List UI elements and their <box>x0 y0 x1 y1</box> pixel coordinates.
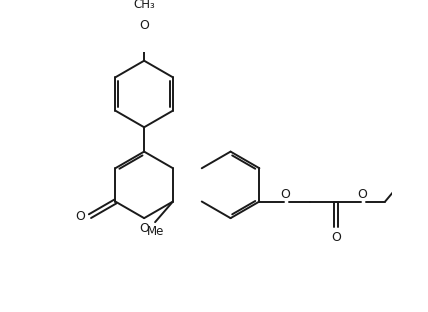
Text: O: O <box>139 222 149 235</box>
Text: O: O <box>75 211 86 223</box>
Text: CH₃: CH₃ <box>133 0 155 11</box>
Text: O: O <box>139 19 149 32</box>
Text: O: O <box>357 188 367 201</box>
Text: O: O <box>280 188 290 201</box>
Text: O: O <box>331 231 341 244</box>
Text: Me: Me <box>146 226 164 238</box>
